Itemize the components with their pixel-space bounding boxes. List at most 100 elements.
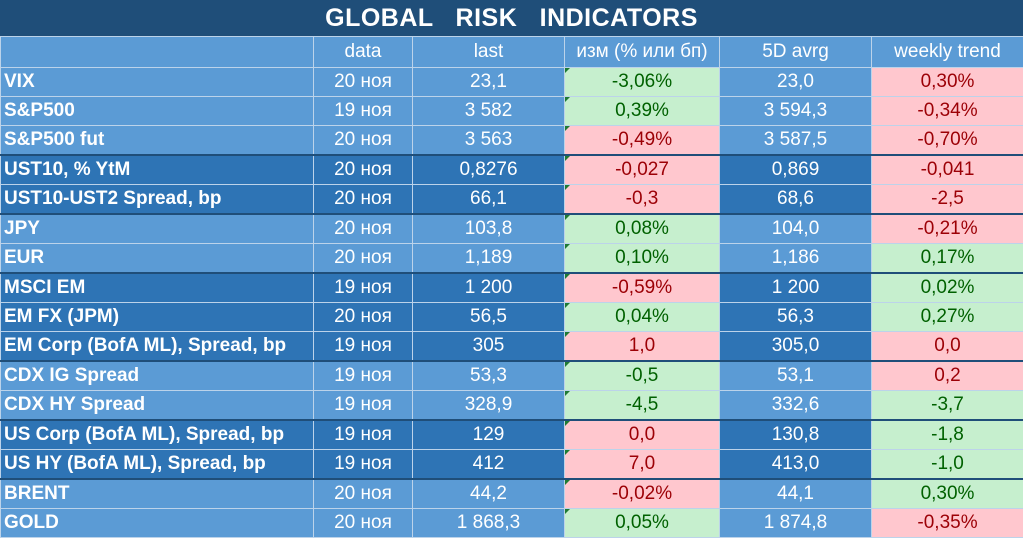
date-cell: 19 ноя [314, 361, 413, 391]
weekly-trend-cell: -0,34% [872, 97, 1023, 126]
date-cell: 20 ноя [314, 479, 413, 509]
avg-5d-cell: 23,0 [720, 68, 872, 97]
last-value-cell: 0,8276 [413, 155, 565, 185]
change-cell: -0,5 [565, 361, 720, 391]
last-value-cell: 103,8 [413, 214, 565, 244]
column-header-5d-avg: 5D avrg [720, 37, 872, 68]
indicator-name: JPY [1, 214, 314, 244]
date-cell: 20 ноя [314, 68, 413, 97]
change-cell: 0,05% [565, 509, 720, 538]
last-value-cell: 56,5 [413, 303, 565, 332]
weekly-trend-cell: -0,35% [872, 509, 1023, 538]
indicator-name: US HY (BofA ML), Spread, bp [1, 450, 314, 480]
change-cell: -4,5 [565, 391, 720, 421]
indicator-name: CDX IG Spread [1, 361, 314, 391]
date-cell: 20 ноя [314, 214, 413, 244]
indicator-name: S&P500 fut [1, 126, 314, 156]
date-cell: 20 ноя [314, 509, 413, 538]
avg-5d-cell: 413,0 [720, 450, 872, 480]
weekly-trend-cell: 0,02% [872, 273, 1023, 303]
date-cell: 20 ноя [314, 303, 413, 332]
last-value-cell: 328,9 [413, 391, 565, 421]
column-header-date: data [314, 37, 413, 68]
change-cell: -0,02% [565, 479, 720, 509]
date-cell: 19 ноя [314, 420, 413, 450]
weekly-trend-cell: -1,8 [872, 420, 1023, 450]
last-value-cell: 1 868,3 [413, 509, 565, 538]
column-header-weekly-trend: weekly trend [872, 37, 1023, 68]
weekly-trend-cell: 0,17% [872, 244, 1023, 274]
avg-5d-cell: 305,0 [720, 332, 872, 362]
indicator-name: BRENT [1, 479, 314, 509]
change-cell: 0,04% [565, 303, 720, 332]
last-value-cell: 23,1 [413, 68, 565, 97]
weekly-trend-cell: 0,0 [872, 332, 1023, 362]
date-cell: 19 ноя [314, 450, 413, 480]
avg-5d-cell: 332,6 [720, 391, 872, 421]
last-value-cell: 1,189 [413, 244, 565, 274]
date-cell: 20 ноя [314, 185, 413, 215]
avg-5d-cell: 0,869 [720, 155, 872, 185]
last-value-cell: 412 [413, 450, 565, 480]
header-row: data last изм (% или бп) 5D avrg weekly … [1, 37, 1023, 68]
date-cell: 19 ноя [314, 332, 413, 362]
date-cell: 20 ноя [314, 155, 413, 185]
change-cell: -3,06% [565, 68, 720, 97]
date-cell: 19 ноя [314, 273, 413, 303]
avg-5d-cell: 44,1 [720, 479, 872, 509]
weekly-trend-cell: 0,27% [872, 303, 1023, 332]
indicator-name: GOLD [1, 509, 314, 538]
avg-5d-cell: 1,186 [720, 244, 872, 274]
avg-5d-cell: 68,6 [720, 185, 872, 215]
indicator-name: EUR [1, 244, 314, 274]
avg-5d-cell: 3 587,5 [720, 126, 872, 156]
date-cell: 20 ноя [314, 126, 413, 156]
weekly-trend-cell: -2,5 [872, 185, 1023, 215]
indicator-name: EM FX (JPM) [1, 303, 314, 332]
indicator-name: UST10-UST2 Spread, bp [1, 185, 314, 215]
change-cell: 1,0 [565, 332, 720, 362]
avg-5d-cell: 1 874,8 [720, 509, 872, 538]
change-cell: 0,08% [565, 214, 720, 244]
indicator-name: EM Corp (BofA ML), Spread, bp [1, 332, 314, 362]
page-title: GLOBAL RISK INDICATORS [0, 0, 1023, 36]
last-value-cell: 305 [413, 332, 565, 362]
indicator-name: US Corp (BofA ML), Spread, bp [1, 420, 314, 450]
avg-5d-cell: 1 200 [720, 273, 872, 303]
column-header-change: изм (% или бп) [565, 37, 720, 68]
indicator-name: VIX [1, 68, 314, 97]
change-cell: 0,39% [565, 97, 720, 126]
last-value-cell: 1 200 [413, 273, 565, 303]
risk-indicators-table: data last изм (% или бп) 5D avrg weekly … [0, 36, 1023, 538]
column-header-last: last [413, 37, 565, 68]
change-cell: 7,0 [565, 450, 720, 480]
last-value-cell: 53,3 [413, 361, 565, 391]
weekly-trend-cell: -0,21% [872, 214, 1023, 244]
date-cell: 20 ноя [314, 244, 413, 274]
weekly-trend-cell: -0,041 [872, 155, 1023, 185]
weekly-trend-cell: 0,30% [872, 479, 1023, 509]
weekly-trend-cell: 0,30% [872, 68, 1023, 97]
change-cell: -0,59% [565, 273, 720, 303]
avg-5d-cell: 3 594,3 [720, 97, 872, 126]
change-cell: 0,10% [565, 244, 720, 274]
last-value-cell: 66,1 [413, 185, 565, 215]
indicator-name: S&P500 [1, 97, 314, 126]
last-value-cell: 44,2 [413, 479, 565, 509]
change-cell: -0,3 [565, 185, 720, 215]
